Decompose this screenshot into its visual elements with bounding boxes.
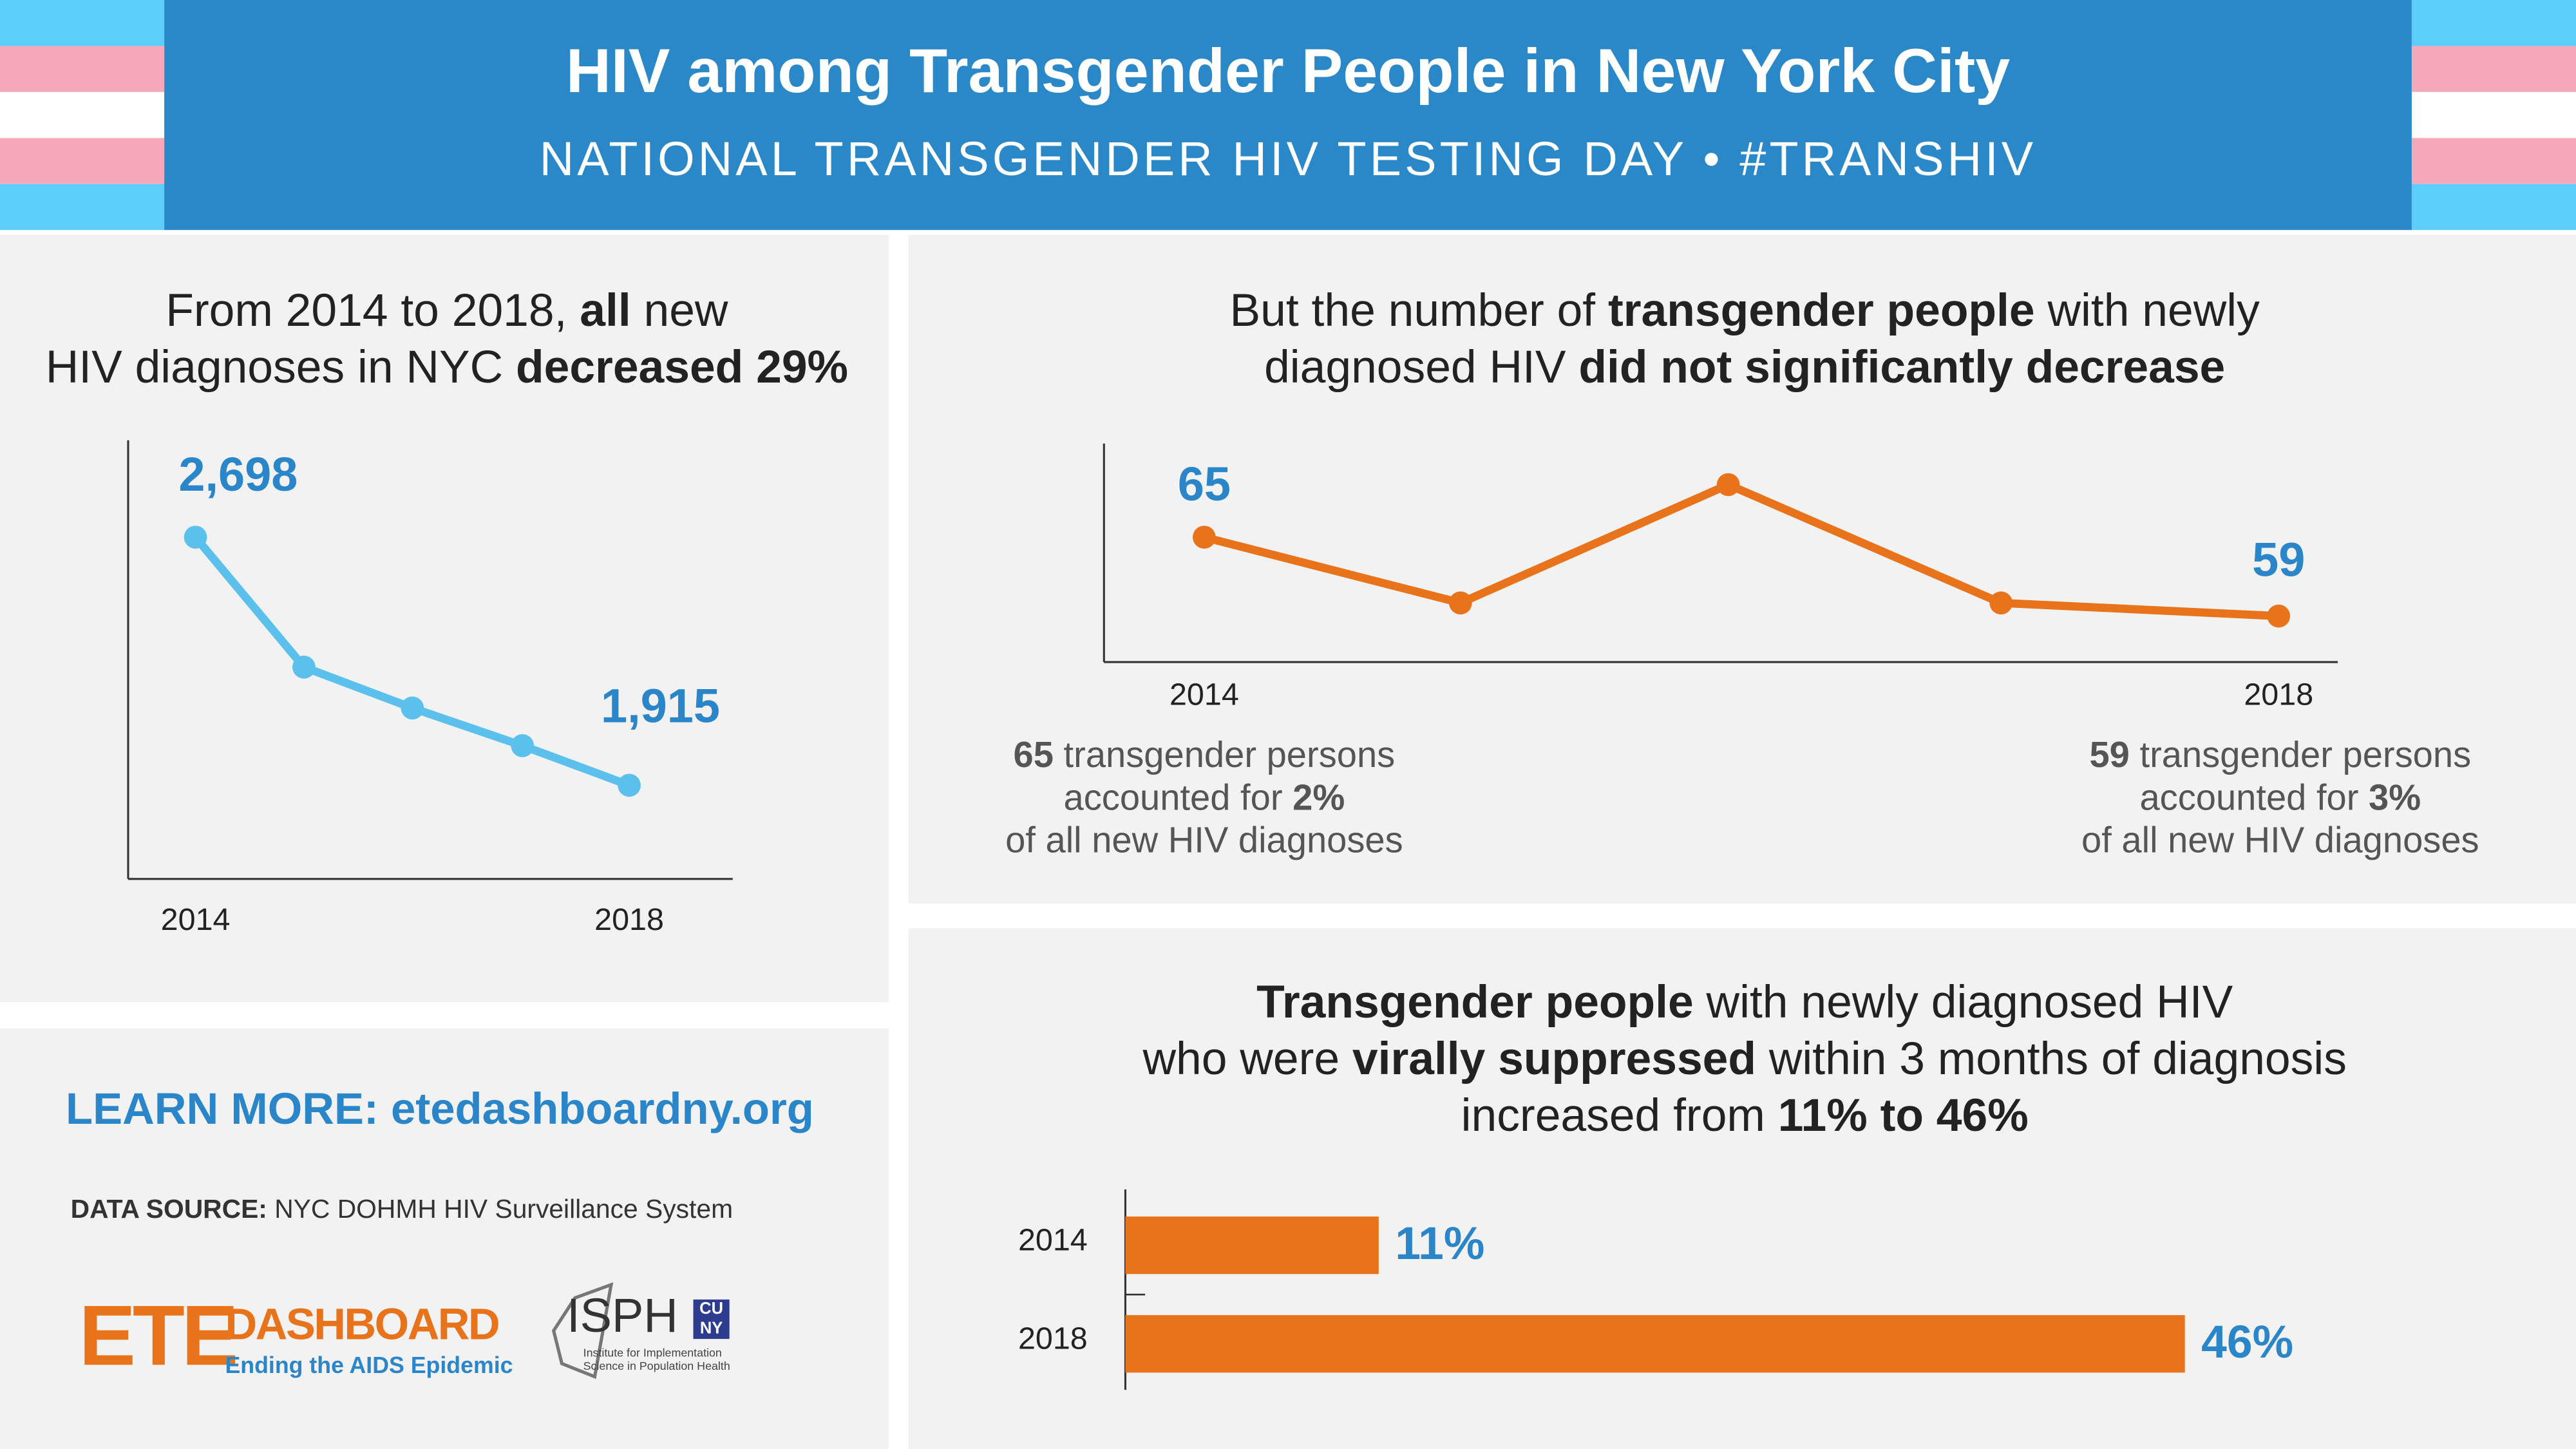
- chart-title-run: diagnosed HIV: [1264, 341, 1578, 393]
- chart-title-run: transgender people: [1608, 285, 2035, 336]
- chart-title-run: with newly diagnosed HIV: [1694, 976, 2233, 1028]
- annotation-run: 65: [1014, 734, 1054, 775]
- chart-title: Transgender people with newly diagnosed …: [1256, 976, 2233, 1028]
- point: [1716, 473, 1740, 497]
- value-label: 1,915: [601, 679, 720, 733]
- logo-tagline: Ending the AIDS Epidemic: [225, 1352, 513, 1378]
- learn-more[interactable]: LEARN MORE: etedashboardny.org: [66, 1084, 814, 1133]
- logo-mark: ETE: [79, 1288, 235, 1383]
- chart-title: diagnosed HIV did not significantly decr…: [1264, 341, 2225, 393]
- chart-title-run: HIV diagnoses in NYC: [46, 341, 516, 393]
- point: [618, 773, 641, 797]
- point: [401, 696, 424, 720]
- x-tick-label: 2014: [161, 902, 231, 937]
- logo-cuny: NY: [700, 1320, 723, 1338]
- annotation-run: transgender persons: [2130, 734, 2471, 775]
- point: [1193, 526, 1216, 549]
- y-tick-label: 2014: [1018, 1222, 1088, 1257]
- annotation-run: 3%: [2369, 777, 2421, 817]
- annotation-run: 2%: [1293, 777, 1345, 817]
- value-label: 65: [1178, 457, 1231, 511]
- data-source-label: DATA SOURCE:: [71, 1194, 267, 1224]
- value-label: 11%: [1395, 1218, 1484, 1269]
- annotation: 65 transgender persons: [1014, 734, 1396, 775]
- annotation-run: 59: [2089, 734, 2129, 775]
- ete-logo: ETE DASHBOARD Ending the AIDS Epidemic: [79, 1288, 513, 1383]
- logo-tagline: Science in Population Health: [583, 1359, 730, 1372]
- panel: [908, 234, 2576, 904]
- point: [511, 734, 535, 757]
- annotation: accounted for 3%: [2139, 777, 2421, 817]
- value-label: 59: [2252, 533, 2305, 587]
- panel: [0, 1028, 889, 1449]
- logo-cuny: CU: [699, 1300, 723, 1318]
- chart-title-run: increased from: [1461, 1090, 1778, 1141]
- annotation-run: accounted for: [2139, 777, 2369, 817]
- chart-title-run: 11% to 46%: [1778, 1090, 2029, 1141]
- logo-mark: ISPH: [567, 1289, 678, 1342]
- data-source: DATA SOURCE: NYC DOHMH HIV Surveillance …: [71, 1194, 733, 1224]
- chart-title: From 2014 to 2018, all new: [166, 285, 728, 336]
- chart-title-run: virally suppressed: [1352, 1033, 1756, 1084]
- flag-left: [0, 0, 165, 231]
- y-tick-label: 2018: [1018, 1321, 1088, 1356]
- chart-title: who were virally suppressed within 3 mon…: [1142, 1033, 2346, 1084]
- chart-title-run: new: [631, 285, 728, 336]
- logo-name: DASHBOARD: [225, 1299, 498, 1349]
- data-source-text: NYC DOHMH HIV Surveillance System: [267, 1194, 733, 1224]
- chart-title-run: who were: [1142, 1033, 1352, 1084]
- chart-title-run: all: [580, 285, 630, 336]
- annotation: accounted for 2%: [1064, 777, 1345, 817]
- x-tick-label: 2014: [1170, 677, 1239, 712]
- chart-title-run: with newly: [2035, 285, 2260, 336]
- chart-title: increased from 11% to 46%: [1461, 1090, 2029, 1141]
- point: [1989, 591, 2012, 615]
- annotation: of all new HIV diagnoses: [2081, 820, 2479, 860]
- panel: [0, 234, 889, 1003]
- point: [1449, 591, 1472, 615]
- annotation: 59 transgender persons: [2089, 734, 2471, 775]
- annotation-run: transgender persons: [1054, 734, 1395, 775]
- chart-title-run: did not significantly decrease: [1578, 341, 2225, 393]
- value-label: 46%: [2201, 1316, 2293, 1368]
- annotation-run: of all new HIV diagnoses: [2081, 820, 2479, 860]
- logo-tagline: Institute for Implementation: [583, 1347, 722, 1359]
- point: [184, 526, 207, 549]
- point: [2267, 604, 2291, 628]
- bar: [1125, 1217, 1379, 1274]
- banner: [164, 0, 2412, 231]
- annotation: of all new HIV diagnoses: [1005, 820, 1403, 860]
- x-tick-label: 2018: [594, 902, 664, 937]
- header-title: HIV among Transgender People in New York…: [566, 35, 2010, 106]
- x-tick-label: 2018: [2244, 677, 2313, 712]
- header-subtitle: NATIONAL TRANSGENDER HIV TESTING DAY • #…: [540, 132, 2037, 185]
- chart-title-run: within 3 months of diagnosis: [1756, 1033, 2347, 1084]
- isph-logo: ISPH CU NY Institute for Implementation …: [551, 1282, 730, 1379]
- bar: [1125, 1315, 2185, 1373]
- chart-title-run: decreased 29%: [516, 341, 848, 393]
- value-label: 2,698: [178, 448, 298, 501]
- annotation-run: accounted for: [1064, 777, 1293, 817]
- chart-title-run: From 2014 to 2018,: [166, 285, 580, 336]
- chart-title: But the number of transgender people wit…: [1230, 285, 2260, 336]
- chart-title: HIV diagnoses in NYC decreased 29%: [46, 341, 848, 393]
- flag-right: [2411, 0, 2576, 231]
- chart-title-run: But the number of: [1230, 285, 1608, 336]
- annotation-run: of all new HIV diagnoses: [1005, 820, 1403, 860]
- point: [292, 656, 316, 679]
- chart-title-run: Transgender people: [1256, 976, 1694, 1028]
